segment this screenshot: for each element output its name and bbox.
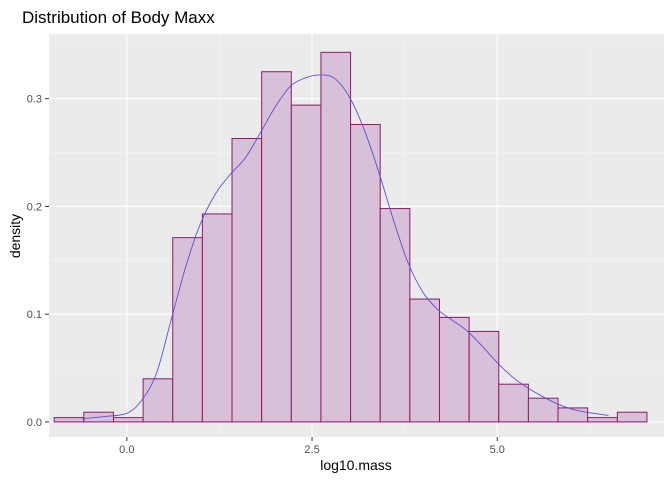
- x-tick-label-2: 5.0: [490, 444, 505, 456]
- histogram-bar-9: [320, 51, 352, 423]
- histogram-bar-11: [379, 208, 411, 423]
- histogram-bar-8: [290, 104, 322, 423]
- histogram-bar-7: [261, 71, 292, 423]
- y-axis-ticks: 0.0 0.1 0.2 0.3: [27, 94, 49, 429]
- histogram-bars: [53, 51, 648, 423]
- histogram-bar-6: [231, 138, 263, 423]
- histogram-bar-3: [142, 378, 174, 423]
- histogram-bar-0: [53, 417, 85, 423]
- histogram-bar-2: [112, 417, 144, 423]
- histogram-bar-12: [409, 298, 440, 423]
- x-axis-label: log10.mass: [320, 457, 392, 473]
- histogram-bar-5: [201, 213, 233, 423]
- x-tick-label-1: 2.5: [304, 444, 319, 456]
- y-tick-label-2: 0.2: [27, 201, 42, 213]
- x-axis-ticks: 0.0 2.5 5.0: [119, 437, 505, 456]
- y-axis-label: density: [7, 214, 23, 258]
- histogram-bar-19: [616, 411, 648, 423]
- histogram-bar-10: [350, 124, 381, 423]
- chart-title: Distribution of Body Maxx: [22, 8, 215, 27]
- histogram-bar-13: [438, 316, 470, 423]
- histogram-bar-4: [172, 237, 203, 423]
- x-tick-label-0: 0.0: [119, 444, 134, 456]
- y-tick-label-3: 0.3: [27, 94, 42, 106]
- density-curve: [82, 74, 609, 420]
- histogram-bar-18: [587, 417, 618, 423]
- histogram-bar-14: [468, 330, 500, 423]
- y-tick-label-0: 0.0: [27, 417, 42, 429]
- y-tick-label-1: 0.1: [27, 309, 42, 321]
- histogram-bar-17: [557, 407, 589, 423]
- histogram-bar-15: [498, 383, 529, 423]
